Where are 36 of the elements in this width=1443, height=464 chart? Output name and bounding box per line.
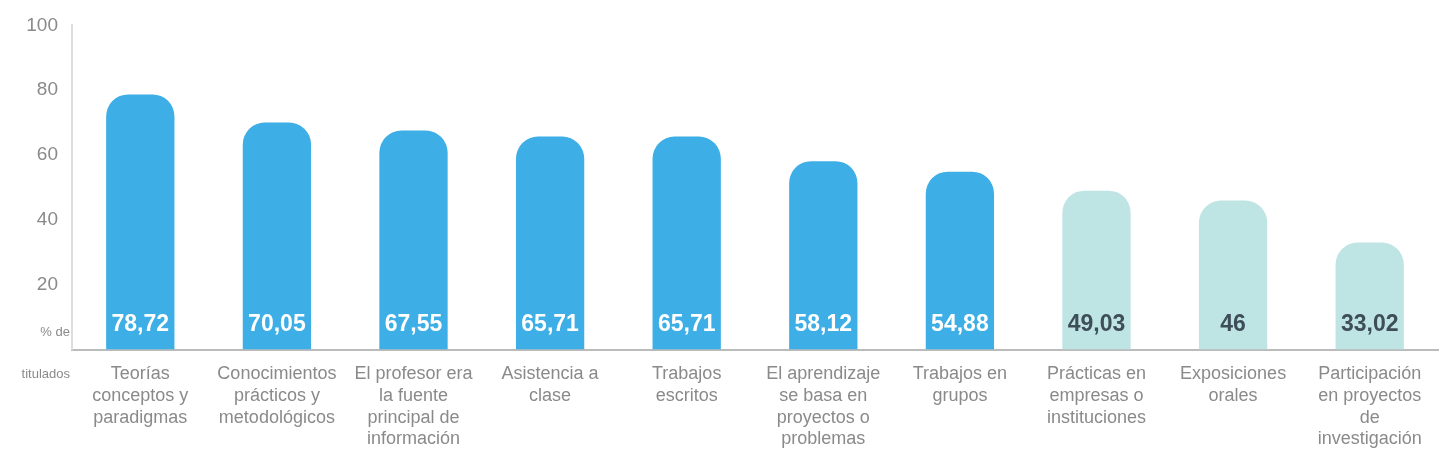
text: % de titulados [21, 324, 70, 382]
data-label: 54,88 [931, 309, 989, 336]
bar [515, 136, 585, 350]
y-tick-label: 100 [26, 13, 58, 35]
bar [925, 171, 995, 350]
y-tick-label: 80 [36, 78, 58, 100]
bar [1062, 190, 1131, 350]
bar [379, 130, 448, 350]
x-tick-label: Asistencia a clase [501, 363, 600, 405]
data-label: 70,05 [248, 309, 306, 336]
bar [652, 136, 721, 350]
data-label: 78,72 [111, 309, 170, 336]
bar [789, 161, 858, 350]
bar [1198, 200, 1268, 350]
bar [106, 94, 175, 350]
bar [242, 122, 312, 350]
x-tick-label: El aprendizaje se basa en proyectos o problemas [766, 363, 881, 449]
data-label: 65,71 [657, 309, 716, 336]
x-tick-label: Teorías conceptos y paradigmas [92, 363, 189, 427]
data-label: 46 [1220, 309, 1246, 336]
data-label: 58,12 [794, 309, 853, 336]
x-tick-label: Participación en proyectos de investigación [1317, 363, 1422, 449]
bar [1335, 242, 1404, 350]
x-tick-label: Conocimientos prácticos y metodológicos [217, 363, 337, 427]
x-tick-label: El profesor era la fuente principal de información [354, 363, 474, 449]
data-label: 67,55 [384, 309, 443, 336]
data-label: 33,02 [1340, 309, 1399, 336]
x-tick-label: Exposiciones orales [1180, 363, 1287, 405]
data-label: 49,03 [1067, 309, 1126, 336]
y-tick-label: 60 [36, 143, 58, 165]
y-tick-label: 20 [36, 272, 58, 294]
x-tick-label: Trabajos escritos [652, 363, 722, 405]
x-tick-label: Prácticas en empresas o instituciones [1046, 363, 1147, 427]
x-tick-label: Trabajos en grupos [912, 363, 1008, 405]
y-tick-label: 40 [36, 208, 58, 230]
data-label: 65,71 [521, 309, 580, 336]
